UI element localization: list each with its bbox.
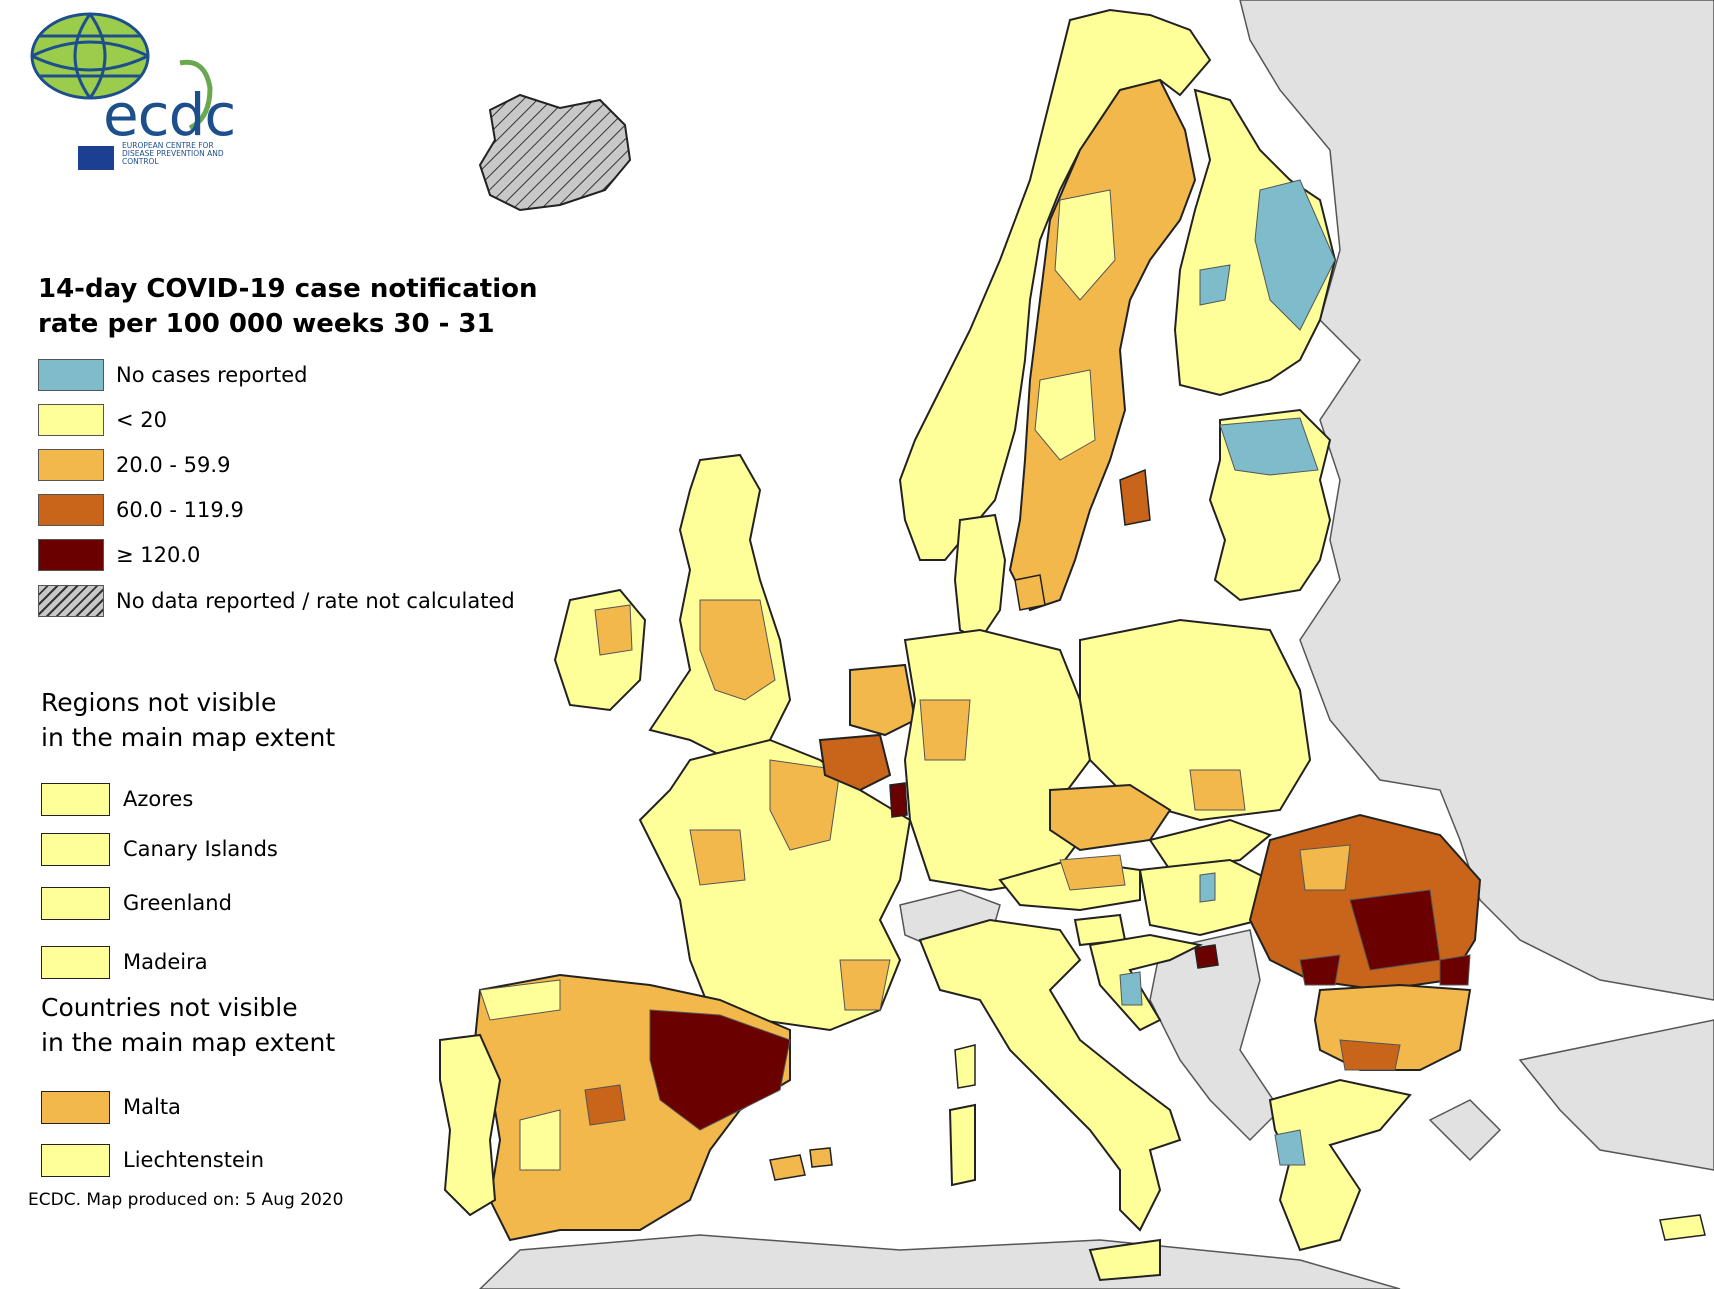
netherlands (849, 663, 917, 737)
sweden (1008, 78, 1197, 612)
legend-swatch (38, 449, 104, 481)
denmark (953, 513, 1007, 642)
legend-item: ≥ 120.0 (38, 538, 200, 572)
countries-not-visible-title: Countries not visible in the main map ex… (41, 990, 335, 1060)
croatia (1088, 933, 1204, 1032)
portugal (439, 1033, 502, 1217)
region-item: Greenland (41, 886, 232, 920)
legend-item: 60.0 - 119.9 (38, 493, 244, 527)
logo-subtitle: EUROPEAN CENTRE FOR DISEASE PREVENTION A… (122, 141, 224, 166)
legend-label: 60.0 - 119.9 (116, 498, 244, 522)
countries-title-line2: in the main map extent (41, 1028, 336, 1057)
countries-title-line1: Countries not visible (41, 993, 298, 1022)
map-credit: ECDC. Map produced on: 5 Aug 2020 (28, 1190, 344, 1210)
legend-item: No cases reported (38, 358, 308, 392)
region-label: Canary Islands (123, 837, 278, 861)
italy (918, 918, 1182, 1232)
legend-label: ≥ 120.0 (116, 543, 201, 567)
region-item: Azores (41, 782, 193, 816)
legend-label: No data reported / rate not calculated (116, 589, 515, 613)
legend-swatch (38, 539, 104, 571)
slovakia (1148, 818, 1272, 872)
region-label: Greenland (123, 891, 232, 915)
country-label: Malta (123, 1095, 181, 1119)
legend-swatch (38, 359, 104, 391)
country-swatch (41, 1090, 110, 1124)
legend-title-line2: rate per 100 000 weeks 30 - 31 (38, 309, 495, 339)
legend-label: < 20 (116, 408, 167, 432)
region-swatch (41, 945, 110, 979)
legend-swatch (38, 494, 104, 526)
legend-item: No data reported / rate not calculated (38, 584, 515, 618)
regions-title-line2: in the main map extent (41, 723, 336, 752)
region-swatch (41, 886, 110, 920)
region-swatch (41, 832, 110, 866)
country-item: Malta (41, 1090, 181, 1124)
logo-wordmark: ecdc (103, 81, 236, 149)
country-item: Liechtenstein (41, 1143, 264, 1177)
regions-title-line1: Regions not visible (41, 688, 277, 717)
legend-label: 20.0 - 59.9 (116, 453, 231, 477)
legend-title-line1: 14-day COVID-19 case notification (38, 274, 538, 304)
non-eu-land (478, 0, 1714, 1289)
region-item: Madeira (41, 945, 208, 979)
belgium (818, 733, 892, 792)
eu-flag-icon (78, 146, 114, 170)
legend-item: 20.0 - 59.9 (38, 448, 230, 482)
iceland (478, 93, 632, 212)
ecdc-logo: ecdc (30, 8, 240, 178)
norway (898, 8, 1212, 561)
regions-not-visible-title: Regions not visible in the main map exte… (41, 685, 335, 755)
legend-swatch (38, 404, 104, 436)
poland (1079, 618, 1312, 822)
region-label: Madeira (123, 950, 208, 974)
luxembourg (889, 782, 908, 818)
legend-item: < 20 (38, 403, 167, 437)
region-swatch (41, 782, 110, 816)
region-label: Azores (123, 787, 194, 811)
country-swatch (41, 1143, 110, 1177)
legend-swatch-hatched (38, 585, 104, 617)
region-item: Canary Islands (41, 832, 278, 866)
globe-icon (30, 12, 213, 131)
country-label: Liechtenstein (123, 1148, 265, 1172)
legend-label: No cases reported (116, 363, 308, 387)
legend-title: 14-day COVID-19 case notification rate p… (38, 272, 537, 342)
